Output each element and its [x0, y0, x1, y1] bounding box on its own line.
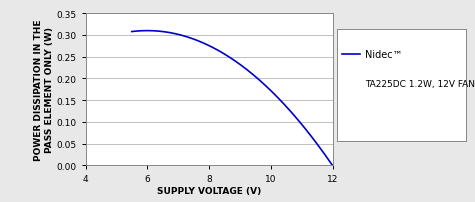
Y-axis label: POWER DISSIPATION IN THE
PASS ELEMENT ONLY (W): POWER DISSIPATION IN THE PASS ELEMENT ON… [34, 19, 54, 160]
Text: Nidec™: Nidec™ [365, 50, 403, 60]
X-axis label: SUPPLY VOLTAGE (V): SUPPLY VOLTAGE (V) [157, 186, 261, 195]
Text: TA225DC 1.2W, 12V FAN: TA225DC 1.2W, 12V FAN [365, 79, 475, 88]
